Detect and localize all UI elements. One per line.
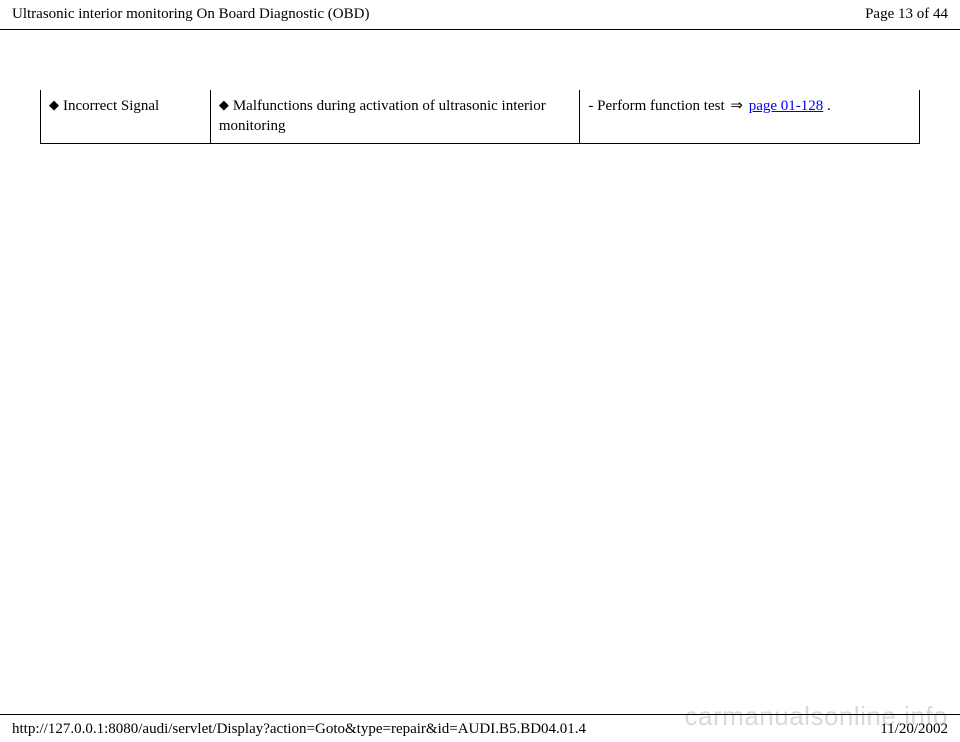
cell-action: - Perform function test ⇒ page 01-128 .	[580, 90, 920, 143]
header-page-number: Page 13 of 44	[865, 6, 948, 23]
footer-url: http://127.0.0.1:8080/audi/servlet/Displ…	[12, 721, 586, 738]
diamond-bullet-icon: ◆	[219, 96, 229, 114]
page-header: Ultrasonic interior monitoring On Board …	[0, 0, 960, 30]
footer-date: 11/20/2002	[880, 721, 948, 738]
header-title: Ultrasonic interior monitoring On Board …	[12, 6, 369, 23]
cell-cause-text: Malfunctions during activation of ultras…	[219, 98, 546, 134]
cell-cause: ◆Malfunctions during activation of ultra…	[210, 90, 580, 143]
cell-symptom: ◆Incorrect Signal	[41, 90, 211, 143]
diagnostic-table: ◆Incorrect Signal ◆Malfunctions during a…	[40, 90, 920, 144]
cell-action-suffix: .	[823, 98, 831, 114]
table-row: ◆Incorrect Signal ◆Malfunctions during a…	[41, 90, 920, 143]
arrow-icon: ⇒	[730, 96, 743, 116]
diamond-bullet-icon: ◆	[49, 96, 59, 114]
cell-symptom-text: Incorrect Signal	[63, 98, 159, 114]
page-footer: http://127.0.0.1:8080/audi/servlet/Displ…	[0, 714, 960, 742]
content-area: ◆Incorrect Signal ◆Malfunctions during a…	[0, 30, 960, 144]
page-reference-link[interactable]: page 01-128	[749, 98, 824, 114]
cell-action-prefix: - Perform function test	[588, 98, 728, 114]
